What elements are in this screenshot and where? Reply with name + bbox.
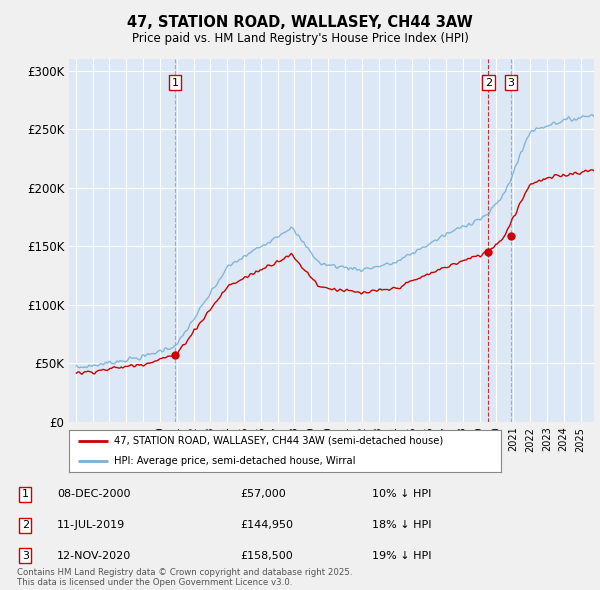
Text: £57,000: £57,000	[240, 490, 286, 499]
Text: £144,950: £144,950	[240, 520, 293, 530]
Text: 47, STATION ROAD, WALLASEY, CH44 3AW (semi-detached house): 47, STATION ROAD, WALLASEY, CH44 3AW (se…	[115, 436, 443, 446]
Text: HPI: Average price, semi-detached house, Wirral: HPI: Average price, semi-detached house,…	[115, 455, 356, 466]
Text: 3: 3	[508, 78, 515, 87]
Text: Price paid vs. HM Land Registry's House Price Index (HPI): Price paid vs. HM Land Registry's House …	[131, 32, 469, 45]
Text: 47, STATION ROAD, WALLASEY, CH44 3AW: 47, STATION ROAD, WALLASEY, CH44 3AW	[127, 15, 473, 30]
Text: 08-DEC-2000: 08-DEC-2000	[57, 490, 131, 499]
Text: £158,500: £158,500	[240, 551, 293, 560]
Text: 19% ↓ HPI: 19% ↓ HPI	[372, 551, 431, 560]
Text: 2: 2	[22, 520, 29, 530]
Text: Contains HM Land Registry data © Crown copyright and database right 2025.
This d: Contains HM Land Registry data © Crown c…	[17, 568, 352, 587]
Text: 1: 1	[22, 490, 29, 499]
Text: 3: 3	[22, 551, 29, 560]
Text: 18% ↓ HPI: 18% ↓ HPI	[372, 520, 431, 530]
Text: 12-NOV-2020: 12-NOV-2020	[57, 551, 131, 560]
Text: 11-JUL-2019: 11-JUL-2019	[57, 520, 125, 530]
Text: 10% ↓ HPI: 10% ↓ HPI	[372, 490, 431, 499]
Text: 2: 2	[485, 78, 492, 87]
Text: 1: 1	[172, 78, 179, 87]
